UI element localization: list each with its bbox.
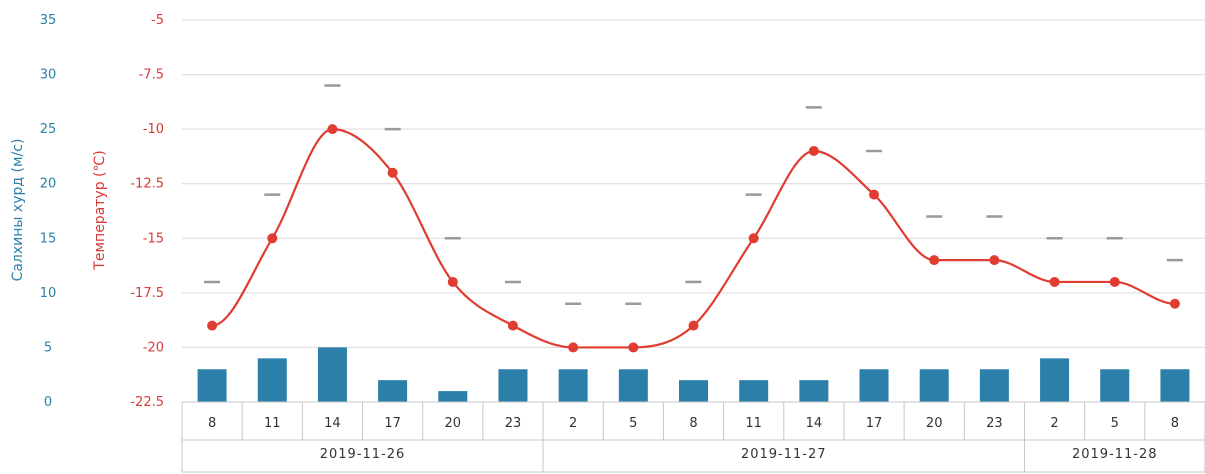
temp-tick-label: -17.5 [130, 286, 164, 301]
temperature-point [869, 189, 880, 200]
left-tick-label: 20 [40, 177, 57, 192]
hour-tick-label: 20 [445, 416, 462, 431]
left-tick-label: 5 [44, 340, 52, 355]
wind-bar [257, 358, 287, 402]
wind-bar [679, 380, 708, 402]
temp-tick-label: -5 [151, 13, 164, 28]
hour-tick-label: 11 [264, 416, 281, 431]
hour-tick-label: 2 [1050, 416, 1058, 431]
left-tick-label: 35 [40, 13, 57, 28]
left-axis: 35 30 25 20 15 10 5 0 [40, 13, 57, 410]
right-axis-title: Температур (℃) [92, 150, 108, 270]
wind-bar [378, 380, 408, 402]
wind-bar [919, 369, 949, 402]
temperature-point [447, 276, 458, 287]
hour-tick-label: 2 [569, 416, 577, 431]
left-tick-label: 10 [40, 286, 57, 301]
temperature-point [327, 124, 338, 135]
hour-tick-label: 5 [629, 416, 637, 431]
wind-bar [799, 380, 829, 402]
left-tick-label: 15 [40, 231, 57, 246]
temp-tick-label: -10 [143, 122, 164, 137]
temp-tick-label: -20 [143, 340, 164, 355]
temperature-point [989, 255, 1000, 266]
hour-tick-label: 8 [1171, 416, 1179, 431]
temperature-point [568, 342, 579, 353]
hour-tick-label: 20 [926, 416, 943, 431]
temperature-point [808, 145, 819, 156]
wind-bar [498, 369, 528, 402]
temperature-point [1169, 298, 1180, 309]
temperature-point [688, 320, 699, 331]
temp-tick-label: -15 [143, 231, 164, 246]
wind-bars [197, 347, 1190, 402]
temperature-point [748, 233, 759, 244]
temperature-point [267, 233, 278, 244]
temperature-point [929, 255, 940, 266]
temp-tick-label: -22.5 [130, 395, 164, 410]
temperature-point [1049, 276, 1060, 287]
temperature-point [507, 320, 518, 331]
wind-bar [317, 347, 347, 402]
wind-bar [739, 380, 769, 402]
hour-tick-label: 23 [986, 416, 1003, 431]
temperature-point [207, 320, 218, 331]
x-axis: 8 11 14 17 20 23 2 5 8 11 14 17 20 23 2 5 8 2019-11-26 201… [181, 401, 1205, 473]
wind-bar [197, 369, 227, 402]
wind-bar [1040, 358, 1070, 402]
left-axis-title: Салхины хурд (м/с) [10, 139, 26, 282]
hour-tick-label: 14 [806, 416, 823, 431]
hour-tick-label: 17 [866, 416, 883, 431]
date-label: 2019-11-27 [741, 447, 827, 462]
temperature-points [207, 124, 1180, 353]
hour-tick-label: 5 [1111, 416, 1119, 431]
left-tick-label: 0 [44, 395, 52, 410]
wind-bar [558, 369, 588, 402]
temp-tick-label: -7.5 [139, 68, 164, 83]
hour-tick-label: 8 [689, 416, 697, 431]
wind-bar [1160, 369, 1190, 402]
hour-tick-label: 8 [208, 416, 216, 431]
wind-bar [438, 391, 468, 402]
wind-bar [979, 369, 1009, 402]
hour-tick-label: 17 [384, 416, 401, 431]
temperature-point [1109, 276, 1120, 287]
hour-tick-label: 14 [324, 416, 341, 431]
wind-bar [859, 369, 889, 402]
date-label: 2019-11-28 [1072, 447, 1158, 462]
hour-tick-label: 11 [745, 416, 762, 431]
temp-tick-label: -12.5 [130, 177, 164, 192]
wind-bar [618, 369, 648, 402]
dash-markers [204, 84, 1183, 306]
wind-bar [1100, 369, 1130, 402]
temperature-point [387, 167, 398, 178]
left-tick-label: 30 [40, 68, 57, 83]
date-label: 2019-11-26 [320, 447, 406, 462]
hour-tick-label: 23 [505, 416, 522, 431]
right-axis: -5 -7.5 -10 -12.5 -15 -17.5 -20 -22.5 [130, 13, 164, 410]
temperature-point [628, 342, 639, 353]
grid-layer [182, 19, 1205, 403]
left-tick-label: 25 [40, 122, 57, 137]
